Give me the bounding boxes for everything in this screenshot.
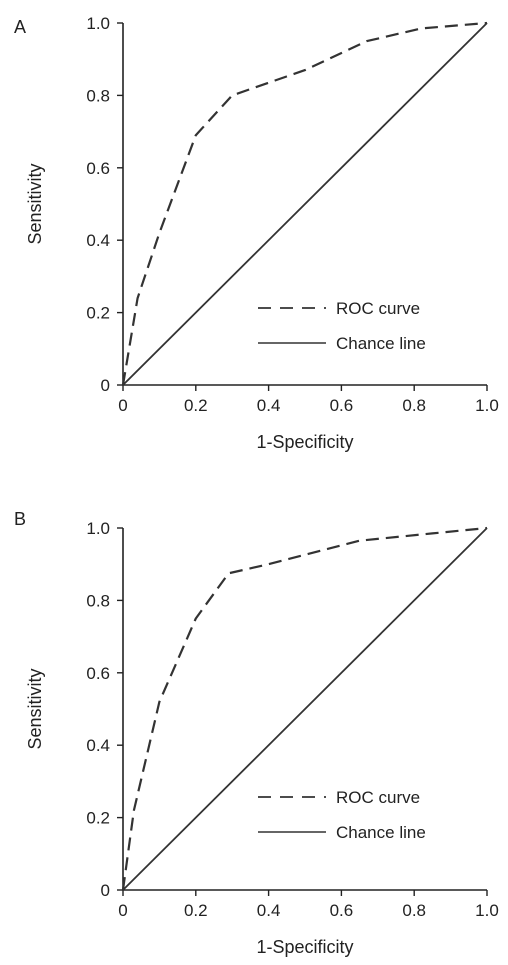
x-tick-label: 0.6: [330, 901, 354, 920]
chance-line: [123, 23, 487, 385]
x-tick-label: 0.6: [330, 396, 354, 415]
panel-label: A: [14, 17, 26, 37]
x-tick-label: 1.0: [475, 396, 499, 415]
y-tick-label: 1.0: [86, 519, 110, 538]
y-tick-label: 0.6: [86, 159, 110, 178]
x-tick-label: 0.8: [402, 396, 426, 415]
y-tick-label: 0.4: [86, 736, 110, 755]
x-tick-label: 0.8: [402, 901, 426, 920]
panel-label: B: [14, 509, 26, 529]
y-tick-label: 0.2: [86, 304, 110, 323]
x-tick-label: 0.2: [184, 396, 208, 415]
y-tick-label: 0.2: [86, 809, 110, 828]
x-tick-label: 0: [118, 901, 127, 920]
y-axis-label: Sensitivity: [25, 668, 45, 749]
legend-label: Chance line: [336, 334, 426, 353]
x-tick-label: 0.4: [257, 396, 281, 415]
y-tick-label: 0.8: [86, 86, 110, 105]
x-axis-label: 1-Specificity: [256, 432, 353, 452]
y-tick-label: 0: [101, 376, 110, 395]
legend-label: ROC curve: [336, 299, 420, 318]
y-tick-label: 0.6: [86, 664, 110, 683]
x-tick-label: 0.4: [257, 901, 281, 920]
y-tick-label: 1.0: [86, 14, 110, 33]
legend-label: Chance line: [336, 823, 426, 842]
y-tick-label: 0.4: [86, 231, 110, 250]
x-tick-label: 0.2: [184, 901, 208, 920]
legend-label: ROC curve: [336, 788, 420, 807]
legend: ROC curve Chance line: [258, 299, 426, 353]
chart-panel-b: B 0 0.2 0.4 0.6 0.8 1.0 0 0.2 0.4 0.6 0.8 1.0 1-Speci…: [14, 509, 499, 957]
chart-panel-a: A 0 0.2 0.4 0.6 0.8 1.0 0 0.2 0.4 0.6 0.8 1.0 1-Speci…: [14, 14, 499, 452]
x-axis-label: 1-Specificity: [256, 937, 353, 957]
x-tick-label: 0: [118, 396, 127, 415]
chance-line: [123, 528, 487, 890]
x-tick-label: 1.0: [475, 901, 499, 920]
y-tick-label: 0: [101, 881, 110, 900]
y-tick-label: 0.8: [86, 591, 110, 610]
y-axis-label: Sensitivity: [25, 163, 45, 244]
legend: ROC curve Chance line: [258, 788, 426, 842]
